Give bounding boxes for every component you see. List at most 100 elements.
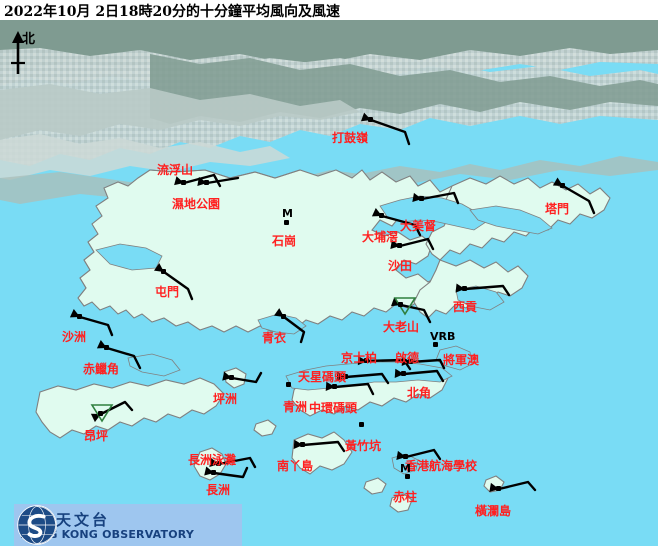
station-dot bbox=[77, 314, 82, 319]
wind-barb-arrowhead bbox=[336, 371, 346, 382]
station-dot bbox=[364, 358, 369, 363]
station-dot bbox=[368, 117, 373, 122]
title-bar: 2022年10月 2日18時20分的十分鐘平均風向及風速 bbox=[0, 0, 658, 20]
station-label: 石崗 bbox=[272, 234, 297, 248]
wind-barb bbox=[205, 176, 240, 185]
station-dot bbox=[161, 269, 166, 274]
station-dot bbox=[104, 345, 109, 350]
station-dot bbox=[560, 183, 565, 188]
wind-barb bbox=[282, 315, 306, 344]
wind-barb bbox=[78, 315, 114, 337]
station-dot bbox=[401, 371, 406, 376]
station-dot bbox=[284, 220, 289, 225]
station-label: 沙田 bbox=[388, 259, 413, 273]
station-label: 打鼓嶺 bbox=[332, 131, 369, 145]
green-triangle-icon bbox=[90, 404, 114, 423]
station-label: 北角 bbox=[407, 386, 432, 400]
station-dot bbox=[496, 486, 501, 491]
station-label: 大埔滘 bbox=[362, 230, 399, 244]
station-dot bbox=[98, 411, 103, 416]
wind-barb bbox=[463, 284, 511, 297]
station-label: 長洲泳灘 bbox=[188, 453, 237, 467]
station-dot bbox=[343, 374, 348, 379]
wind-barb bbox=[402, 369, 445, 383]
station-label: 香港航海學校 bbox=[405, 459, 478, 473]
station-label: 塔門 bbox=[545, 202, 570, 216]
wind-barb bbox=[404, 448, 442, 461]
page-title: 2022年10月 2日18時20分的十分鐘平均風向及風速 bbox=[4, 4, 341, 20]
wind-barb-arrowhead bbox=[401, 356, 411, 366]
station-dot bbox=[433, 342, 438, 347]
station-dot bbox=[216, 461, 221, 466]
wind-barb-arrowhead bbox=[357, 356, 367, 366]
station-dot bbox=[211, 470, 216, 475]
station-label: 南丫島 bbox=[277, 459, 314, 473]
wind-barb-arrowhead bbox=[293, 439, 303, 449]
station-dot bbox=[408, 359, 413, 364]
station-dot bbox=[286, 382, 291, 387]
station-label: 中環碼頭 bbox=[309, 401, 358, 415]
station-label: 將軍澳 bbox=[443, 353, 480, 367]
station-label: 大美督 bbox=[400, 219, 437, 233]
wind-barb bbox=[301, 440, 346, 453]
wind-barb bbox=[561, 184, 596, 215]
station-label: 黃竹坑 bbox=[345, 439, 382, 453]
wind-barb bbox=[212, 466, 249, 479]
calm-marker: M bbox=[282, 207, 293, 220]
station-label: 坪洲 bbox=[213, 392, 238, 406]
station-label: 青衣 bbox=[262, 331, 287, 345]
wind-barb-arrowhead bbox=[325, 381, 335, 391]
station-dot bbox=[379, 213, 384, 218]
wind-barb bbox=[105, 346, 142, 370]
hko-logo: 香港天文台 HONG KONG OBSERVATORY bbox=[14, 504, 242, 546]
station-dot bbox=[204, 180, 209, 185]
station-dot bbox=[405, 474, 410, 479]
hko-logo-icon bbox=[17, 505, 57, 545]
station-label: 濕地公園 bbox=[172, 197, 221, 211]
wind-barb-arrowhead bbox=[455, 283, 465, 293]
wind-barb bbox=[420, 191, 460, 205]
station-dot bbox=[419, 196, 424, 201]
hong-kong-wind-map: 北 打鼓嶺流浮山濕地公園 M 石崗 大美督 塔門大埔滘沙田屯門西貢沙洲赤鱲角 青衣 大老山京… bbox=[0, 20, 658, 546]
station-dot bbox=[462, 286, 467, 291]
wind-barb-arrowhead bbox=[394, 368, 404, 378]
station-dot bbox=[359, 422, 364, 427]
station-dot bbox=[332, 384, 337, 389]
station-label: 大老山 bbox=[383, 320, 420, 334]
station-label: 流浮山 bbox=[157, 163, 194, 177]
station-label: 橫瀾島 bbox=[475, 504, 512, 518]
variable-wind-marker: VRB bbox=[430, 330, 456, 343]
map-geography bbox=[0, 20, 658, 546]
station-label: 沙洲 bbox=[62, 330, 87, 344]
station-dot bbox=[229, 375, 234, 380]
station-label: 天星碼頭 bbox=[298, 370, 347, 384]
hko-logo-english: HONG KONG OBSERVATORY bbox=[20, 528, 195, 542]
station-dot bbox=[300, 442, 305, 447]
wind-barb bbox=[230, 371, 263, 384]
station-label: 西貢 bbox=[453, 300, 478, 314]
wind-barb bbox=[333, 382, 375, 396]
station-dot bbox=[181, 180, 186, 185]
wind-barb bbox=[497, 480, 537, 492]
station-label: 昂坪 bbox=[84, 429, 109, 443]
wind-barb bbox=[217, 456, 257, 469]
wind-barb bbox=[380, 214, 422, 237]
wind-barb bbox=[369, 118, 411, 146]
station-label: 屯門 bbox=[155, 285, 180, 299]
station-label: 啟德 bbox=[395, 351, 420, 365]
station-dot bbox=[403, 454, 408, 459]
wind-barb bbox=[409, 358, 446, 370]
coastline-detail bbox=[77, 169, 301, 299]
north-label: 北 bbox=[22, 32, 36, 47]
station-label: 京士柏 bbox=[341, 351, 378, 365]
wind-barb bbox=[344, 372, 390, 385]
station-label: 長洲 bbox=[206, 483, 231, 497]
station-dot bbox=[281, 314, 286, 319]
station-label: 赤鱲角 bbox=[83, 362, 120, 376]
calm-marker: M bbox=[400, 462, 411, 475]
station-dot bbox=[398, 302, 403, 307]
wind-barb bbox=[162, 270, 194, 301]
station-label: 青洲 bbox=[283, 400, 308, 414]
station-dot bbox=[397, 243, 402, 248]
